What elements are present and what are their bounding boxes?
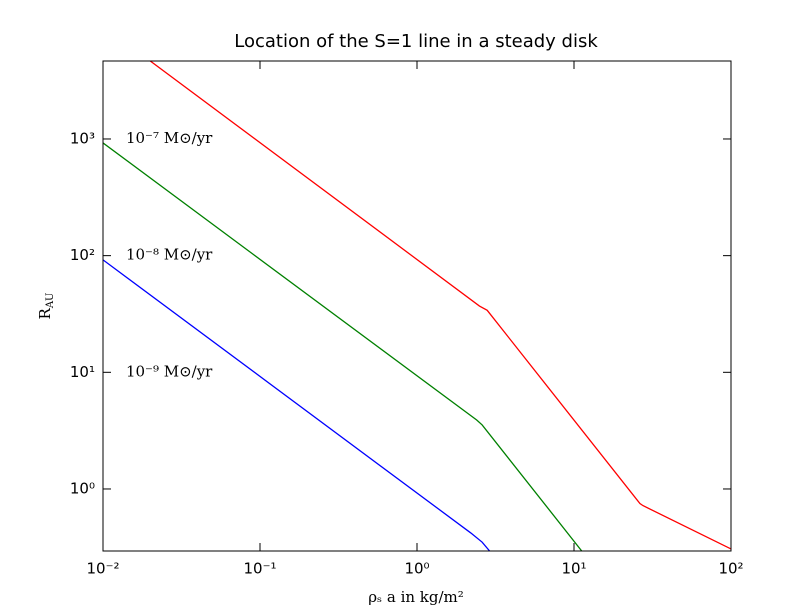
- line-series: [103, 142, 583, 551]
- plot-frame: [102, 60, 732, 552]
- x-tick-label: 10⁻¹: [243, 560, 276, 578]
- y-axis-label: RAU: [36, 293, 56, 320]
- x-tick-label: 10⁻²: [86, 560, 119, 578]
- y-axis-label-sub: AU: [45, 293, 56, 310]
- line-series: [149, 61, 731, 550]
- x-tick-label: 10⁰: [404, 560, 429, 578]
- y-axis-label-base: R: [36, 307, 54, 319]
- x-axis-label: ρₛ a in kg/m²: [368, 588, 464, 606]
- x-tick-label: 10¹: [561, 560, 586, 578]
- y-tick-label: 10²: [70, 246, 95, 264]
- series-label: 10⁻⁸ M⊙/yr: [126, 246, 213, 264]
- y-tick-label: 10⁰: [70, 479, 95, 497]
- line-series: [103, 259, 491, 551]
- series-label: 10⁻⁹ M⊙/yr: [126, 362, 213, 380]
- x-tick-label: 10²: [718, 560, 743, 578]
- y-tick-label: 10³: [70, 129, 95, 147]
- series-label: 10⁻⁷ M⊙/yr: [126, 129, 213, 147]
- y-tick-label: 10¹: [70, 363, 95, 381]
- chart-title: Location of the S=1 line in a steady dis…: [234, 31, 598, 52]
